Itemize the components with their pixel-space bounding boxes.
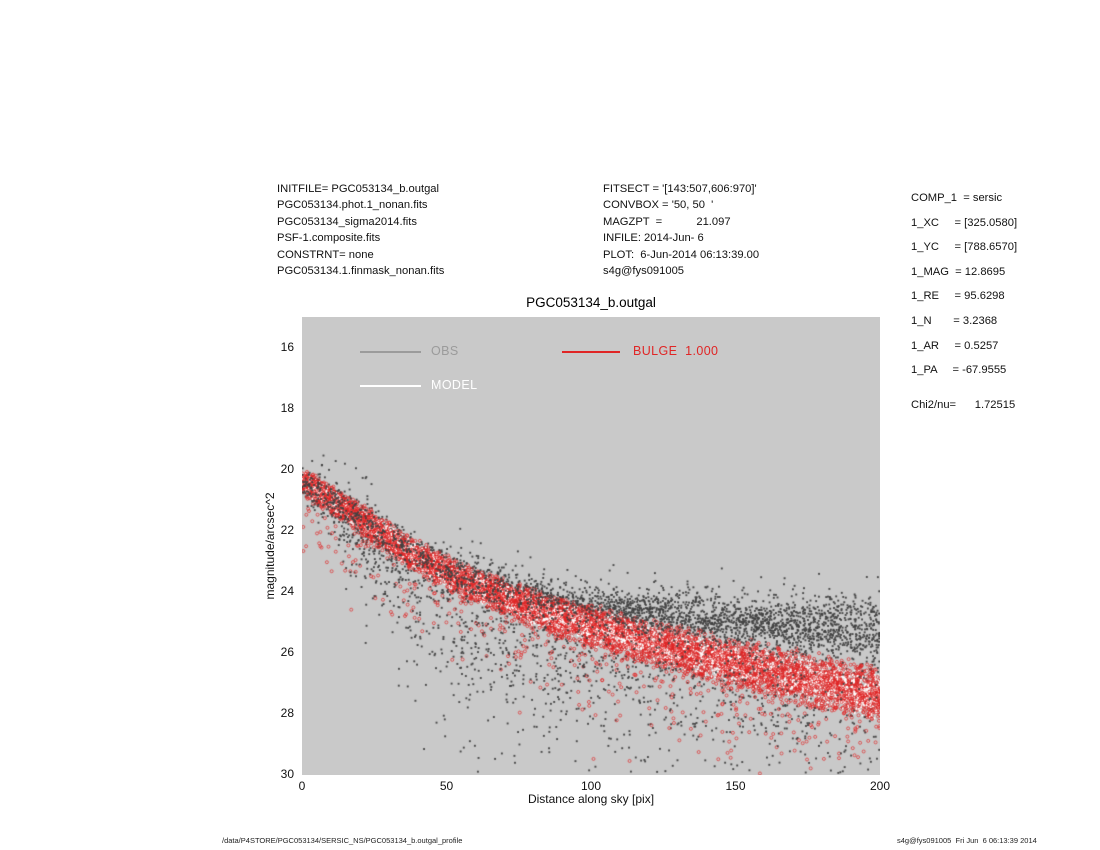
info-line: PSF-1.composite.fits (277, 232, 381, 245)
legend-label-obs: OBS (431, 344, 459, 358)
chi2-value: Chi2/nu= 1.72515 (911, 398, 1016, 411)
footer-path: /data/P4STORE/PGC053134/SERSIC_NS/PGC053… (222, 836, 463, 845)
info-line: INITFILE= PGC053134_b.outgal (277, 183, 440, 195)
info-line: PGC053134.1.finmask_nonan.fits (277, 264, 445, 277)
legend-swatch-bulge (562, 351, 620, 353)
info-line: PGC053134_sigma2014.fits (277, 215, 417, 228)
legend-label-bulge: BULGE 1.000 (633, 344, 719, 358)
param-line: 1_MAG = 12.8695 (911, 265, 1006, 278)
plot-area: OBS MODEL BULGE 1.000 (302, 317, 880, 775)
info-line: s4g@fys091005 (603, 264, 685, 277)
scatter-canvas (302, 317, 880, 775)
info-line: INFILE: 2014-Jun- 6 (603, 232, 704, 245)
info-line: FITSECT = '[143:507,606:970]' (603, 183, 757, 195)
x-tick-label: 50 (439, 779, 454, 793)
param-line: COMP_1 = sersic (911, 192, 1003, 204)
legend-swatch-obs (360, 351, 421, 353)
info-line: PGC053134.phot.1_nonan.fits (277, 199, 428, 212)
x-tick-label: 200 (869, 779, 891, 793)
param-line: 1_YC = [788.6570] (911, 241, 1018, 254)
param-line: 1_AR = 0.5257 (911, 339, 999, 352)
param-line: 1_PA = -67.9555 (911, 364, 1007, 377)
footer-timestamp: s4g@fys091005 Fri Jun 6 06:13:39 2014 (897, 836, 1037, 845)
y-tick-label: 20 (280, 461, 294, 476)
y-tick-label: 22 (280, 522, 294, 537)
legend-swatch-model (360, 385, 421, 387)
input-files-block: INITFILE= PGC053134_b.outgal PGC053134.p… (277, 183, 444, 281)
y-tick-label: 26 (280, 644, 294, 659)
fit-settings-block: FITSECT = '[143:507,606:970]' CONVBOX = … (603, 183, 759, 281)
y-tick-label: 18 (280, 400, 294, 415)
x-tick-label: 100 (580, 779, 602, 793)
plot-title: PGC053134_b.outgal (526, 295, 656, 310)
info-line: PLOT: 6-Jun-2014 06:13:39.00 (603, 248, 760, 261)
param-line: 1_XC = [325.0580] (911, 216, 1018, 229)
x-axis-label: Distance along sky [pix] (527, 792, 655, 806)
info-line: CONVBOX = '50, 50 ' (603, 199, 714, 212)
component-params-block: COMP_1 = sersic 1_XC = [325.0580] 1_YC =… (911, 192, 1017, 411)
y-tick-label: 24 (280, 583, 294, 598)
y-tick-label: 30 (280, 767, 294, 781)
x-tick-label: 0 (298, 779, 306, 793)
legend-label-model: MODEL (431, 378, 478, 392)
info-line: CONSTRNT= none (277, 248, 374, 261)
y-tick-label: 16 (280, 339, 294, 354)
info-line: MAGZPT = 21.097 (603, 215, 731, 228)
x-tick-label: 150 (725, 779, 746, 793)
param-line: 1_RE = 95.6298 (911, 290, 1005, 303)
y-tick-label: 28 (280, 705, 294, 720)
param-line: 1_N = 3.2368 (911, 314, 998, 327)
